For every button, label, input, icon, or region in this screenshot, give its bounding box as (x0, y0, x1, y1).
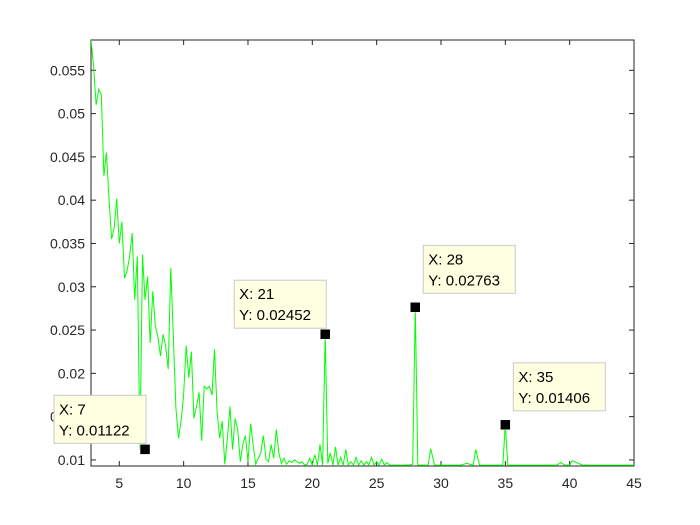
datatip-marker (139, 444, 151, 455)
y-tick-label: 0.025 (50, 322, 85, 338)
datatip-box (422, 244, 516, 294)
datatip-marker (410, 302, 421, 313)
datatip: X: 28 Y: 0.02763 (410, 244, 516, 313)
x-tick-label: 5 (115, 475, 123, 491)
datatip-x-label: X: 7 (59, 401, 86, 418)
x-tick-label: 30 (433, 475, 449, 491)
x-tick-label: 25 (369, 475, 385, 491)
datatip-box (512, 362, 606, 412)
x-axis-ticks: 5 10 15 20 25 30 35 40 45 (115, 40, 642, 491)
datatip-box (53, 394, 147, 444)
x-tick-label: 15 (240, 475, 256, 491)
y-tick-label: 0.045 (50, 149, 85, 165)
y-tick-label: 0.02 (58, 365, 85, 381)
y-tick-label: 0.05 (58, 106, 85, 122)
y-tick-label: 0.035 (50, 235, 85, 251)
datatip-x-label: X: 21 (239, 286, 274, 303)
datatip-y-label: Y: 0.02763 (428, 272, 500, 289)
datatip-y-label: Y: 0.02452 (239, 307, 311, 324)
datatip-y-label: Y: 0.01122 (59, 422, 130, 439)
x-tick-label: 45 (626, 475, 642, 491)
y-tick-label: 0.055 (50, 62, 85, 78)
x-tick-label: 10 (176, 475, 192, 491)
datatip-box (233, 279, 327, 329)
datatip: X: 35 Y: 0.01406 (500, 362, 606, 431)
y-tick-label: 0.01 (58, 452, 85, 468)
series-line-0 (91, 40, 634, 466)
datatips-layer: X: 7 Y: 0.01122 X: 21 Y: 0.02452 X: 28 Y: 0.0… (53, 244, 606, 455)
x-tick-label: 35 (498, 475, 514, 491)
datatip-x-label: X: 28 (428, 251, 463, 268)
x-tick-label: 20 (305, 475, 321, 491)
y-tick-label: 0.03 (58, 279, 85, 295)
datatip: X: 7 Y: 0.01122 (53, 394, 151, 455)
y-tick-label: 0.04 (58, 192, 85, 208)
datatip-x-label: X: 35 (518, 369, 553, 386)
datatip: X: 21 Y: 0.02452 (233, 279, 331, 340)
datatip-y-label: Y: 0.01406 (518, 390, 590, 407)
datatip-marker (319, 328, 331, 340)
series-layer (91, 40, 634, 466)
x-tick-label: 40 (562, 475, 578, 491)
datatip-marker (500, 419, 511, 431)
